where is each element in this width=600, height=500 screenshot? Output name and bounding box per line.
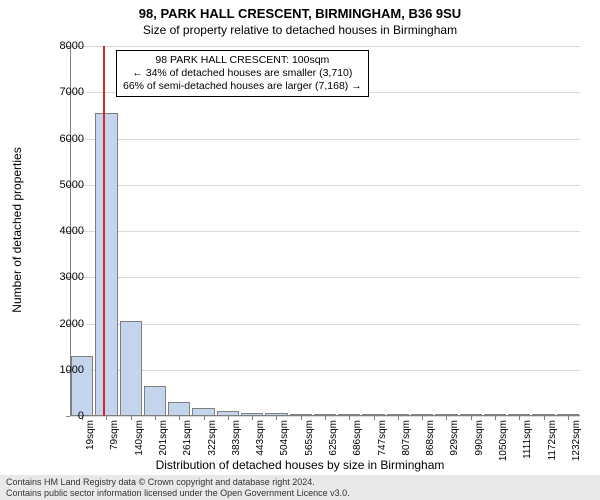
xtick-label: 990sqm: [474, 420, 485, 456]
ytick-label: 4000: [34, 225, 84, 237]
histogram-chart: 19sqm79sqm140sqm201sqm261sqm322sqm383sqm…: [70, 46, 580, 416]
xtick-label: 807sqm: [401, 420, 412, 456]
xtick-label: 443sqm: [255, 420, 266, 456]
histogram-bar: [120, 321, 142, 416]
xtick-mark: [349, 416, 350, 420]
xtick-mark: [106, 416, 107, 420]
xtick-mark: [422, 416, 423, 420]
histogram-bar: [168, 402, 190, 416]
xtick-label: 383sqm: [231, 420, 242, 456]
footer: Contains HM Land Registry data © Crown c…: [0, 475, 600, 500]
ytick-label: 6000: [34, 133, 84, 145]
xtick-mark: [325, 416, 326, 420]
grid-line: [70, 185, 580, 186]
ytick-label: 1000: [34, 364, 84, 376]
xtick-label: 747sqm: [377, 420, 388, 456]
grid-line: [70, 324, 580, 325]
xtick-mark: [374, 416, 375, 420]
xtick-mark: [131, 416, 132, 420]
xtick-mark: [495, 416, 496, 420]
xtick-label: 504sqm: [279, 420, 290, 456]
footer-line: Contains public sector information licen…: [6, 488, 594, 498]
xtick-label: 565sqm: [304, 420, 315, 456]
ytick-label: 5000: [34, 179, 84, 191]
grid-line: [70, 46, 580, 47]
xtick-mark: [252, 416, 253, 420]
grid-line: [70, 370, 580, 371]
xtick-mark: [276, 416, 277, 420]
xtick-label: 929sqm: [449, 420, 460, 456]
xtick-mark: [155, 416, 156, 420]
histogram-bar: [192, 408, 214, 416]
xtick-label: 201sqm: [158, 420, 169, 456]
ytick-label: 8000: [34, 40, 84, 52]
xtick-mark: [471, 416, 472, 420]
xtick-label: 140sqm: [134, 420, 145, 456]
grid-line: [70, 231, 580, 232]
xtick-mark: [228, 416, 229, 420]
marker-line: [103, 46, 105, 416]
xtick-label: 625sqm: [328, 420, 339, 456]
xtick-label: 261sqm: [182, 420, 193, 456]
xtick-mark: [519, 416, 520, 420]
grid-line: [70, 277, 580, 278]
grid-line: [70, 139, 580, 140]
footer-line: Contains HM Land Registry data © Crown c…: [6, 477, 594, 487]
xtick-mark: [204, 416, 205, 420]
xtick-mark: [544, 416, 545, 420]
xtick-label: 322sqm: [207, 420, 218, 456]
annotation-line: 98 PARK HALL CRESCENT: 100sqm: [123, 54, 362, 67]
page-subtitle: Size of property relative to detached ho…: [0, 21, 600, 37]
xtick-label: 686sqm: [352, 420, 363, 456]
ytick-label: 3000: [34, 271, 84, 283]
xtick-mark: [301, 416, 302, 420]
xtick-mark: [446, 416, 447, 420]
xtick-mark: [179, 416, 180, 420]
ytick-label: 7000: [34, 86, 84, 98]
ytick-label: 0: [34, 410, 84, 422]
xtick-label: 79sqm: [109, 420, 120, 450]
y-axis-label: Number of detached properties: [10, 147, 24, 312]
xtick-label: 19sqm: [85, 420, 96, 450]
xtick-label: 1232sqm: [571, 420, 582, 461]
annotation-box: 98 PARK HALL CRESCENT: 100sqm ← 34% of d…: [116, 50, 369, 97]
xtick-label: 1111sqm: [522, 420, 533, 459]
xtick-label: 1050sqm: [498, 420, 509, 461]
histogram-bar: [144, 386, 166, 416]
ytick-label: 2000: [34, 318, 84, 330]
x-axis-label: Distribution of detached houses by size …: [0, 458, 600, 472]
annotation-line: 66% of semi-detached houses are larger (…: [123, 80, 362, 93]
histogram-bar: [95, 113, 117, 416]
xtick-label: 1172sqm: [547, 420, 558, 460]
xtick-mark: [568, 416, 569, 420]
page-title: 98, PARK HALL CRESCENT, BIRMINGHAM, B36 …: [0, 0, 600, 21]
xtick-mark: [398, 416, 399, 420]
annotation-line: ← 34% of detached houses are smaller (3,…: [123, 67, 362, 80]
xtick-label: 868sqm: [425, 420, 436, 456]
